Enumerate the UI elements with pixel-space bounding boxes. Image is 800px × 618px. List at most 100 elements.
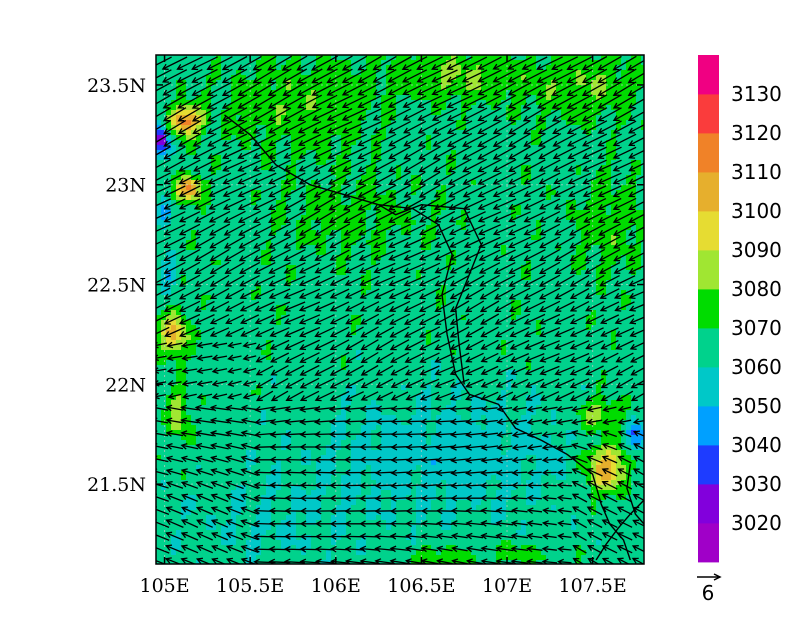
field-cell xyxy=(636,210,642,216)
field-cell xyxy=(221,60,227,66)
field-cell xyxy=(516,200,522,206)
field-cell xyxy=(161,120,167,126)
field-cell xyxy=(396,235,402,241)
field-cell xyxy=(181,80,187,86)
field-cell xyxy=(321,110,327,116)
field-cell xyxy=(541,55,547,61)
field-cell xyxy=(521,235,527,241)
field-cell xyxy=(201,225,207,231)
field-cell xyxy=(161,175,167,181)
field-cell xyxy=(211,125,217,131)
field-cell xyxy=(546,65,552,71)
field-cell xyxy=(261,190,267,196)
field-cell xyxy=(206,230,212,236)
field-cell xyxy=(451,195,457,201)
field-cell xyxy=(611,190,617,196)
field-cell xyxy=(281,305,287,311)
field-cell xyxy=(256,150,262,156)
field-cell xyxy=(186,290,192,296)
field-cell xyxy=(306,270,312,276)
field-cell xyxy=(321,280,327,286)
field-cell xyxy=(371,230,377,236)
field-cell xyxy=(546,80,552,86)
field-cell xyxy=(551,280,557,286)
field-cell xyxy=(621,85,627,91)
field-cell xyxy=(451,160,457,166)
field-cell xyxy=(201,115,207,121)
field-cell xyxy=(476,55,482,61)
field-cell xyxy=(351,105,357,111)
field-cell xyxy=(461,120,467,126)
field-cell xyxy=(621,210,627,216)
field-cell xyxy=(191,55,197,61)
field-cell xyxy=(196,250,202,256)
field-cell xyxy=(176,230,182,236)
field-cell xyxy=(531,255,537,261)
field-cell xyxy=(296,255,302,261)
field-cell xyxy=(246,285,252,291)
field-cell xyxy=(226,285,232,291)
field-cell xyxy=(376,195,382,201)
field-cell xyxy=(446,235,452,241)
field-cell xyxy=(226,135,232,141)
field-cell xyxy=(481,195,487,201)
field-cell xyxy=(231,155,237,161)
field-cell xyxy=(231,260,237,266)
field-cell xyxy=(636,190,642,196)
field-cell xyxy=(506,55,512,61)
field-cell xyxy=(476,240,482,246)
field-cell xyxy=(346,90,352,96)
field-cell xyxy=(536,150,542,156)
field-cell xyxy=(311,100,317,106)
field-cell xyxy=(271,215,277,221)
field-cell xyxy=(286,185,292,191)
field-cell xyxy=(231,270,237,276)
field-cell xyxy=(166,155,172,161)
field-cell xyxy=(166,120,172,126)
field-cell xyxy=(551,115,557,121)
field-cell xyxy=(336,170,342,176)
field-cell xyxy=(256,60,262,66)
field-cell xyxy=(616,240,622,246)
field-cell xyxy=(376,95,382,101)
field-cell xyxy=(376,185,382,191)
field-cell xyxy=(186,160,192,166)
field-cell xyxy=(296,260,302,266)
field-cell xyxy=(356,125,362,131)
field-cell xyxy=(561,115,567,121)
field-cell xyxy=(531,160,537,166)
field-cell xyxy=(521,185,527,191)
field-cell xyxy=(336,160,342,166)
field-cell xyxy=(556,155,562,161)
field-cell xyxy=(186,70,192,76)
field-cell xyxy=(451,80,457,86)
field-cell xyxy=(516,130,522,136)
field-cell xyxy=(621,160,627,166)
field-cell xyxy=(406,60,412,66)
field-cell xyxy=(371,205,377,211)
field-cell xyxy=(531,180,537,186)
field-cell xyxy=(581,200,587,206)
field-cell xyxy=(621,190,627,196)
field-cell xyxy=(256,100,262,106)
field-cell xyxy=(476,90,482,96)
field-cell xyxy=(291,235,297,241)
field-cell xyxy=(246,75,252,81)
field-cell xyxy=(566,75,572,81)
field-cell xyxy=(526,295,532,301)
field-cell xyxy=(521,295,527,301)
field-cell xyxy=(276,105,282,111)
field-cell xyxy=(561,60,567,66)
field-cell xyxy=(611,120,617,126)
field-cell xyxy=(281,95,287,101)
field-cell xyxy=(196,295,202,301)
field-cell xyxy=(581,290,587,296)
field-cell xyxy=(416,75,422,81)
field-cell xyxy=(196,225,202,231)
field-cell xyxy=(356,70,362,76)
field-cell xyxy=(546,110,552,116)
field-cell xyxy=(221,240,227,246)
field-cell xyxy=(551,180,557,186)
field-cell xyxy=(321,115,327,121)
field-cell xyxy=(261,280,267,286)
